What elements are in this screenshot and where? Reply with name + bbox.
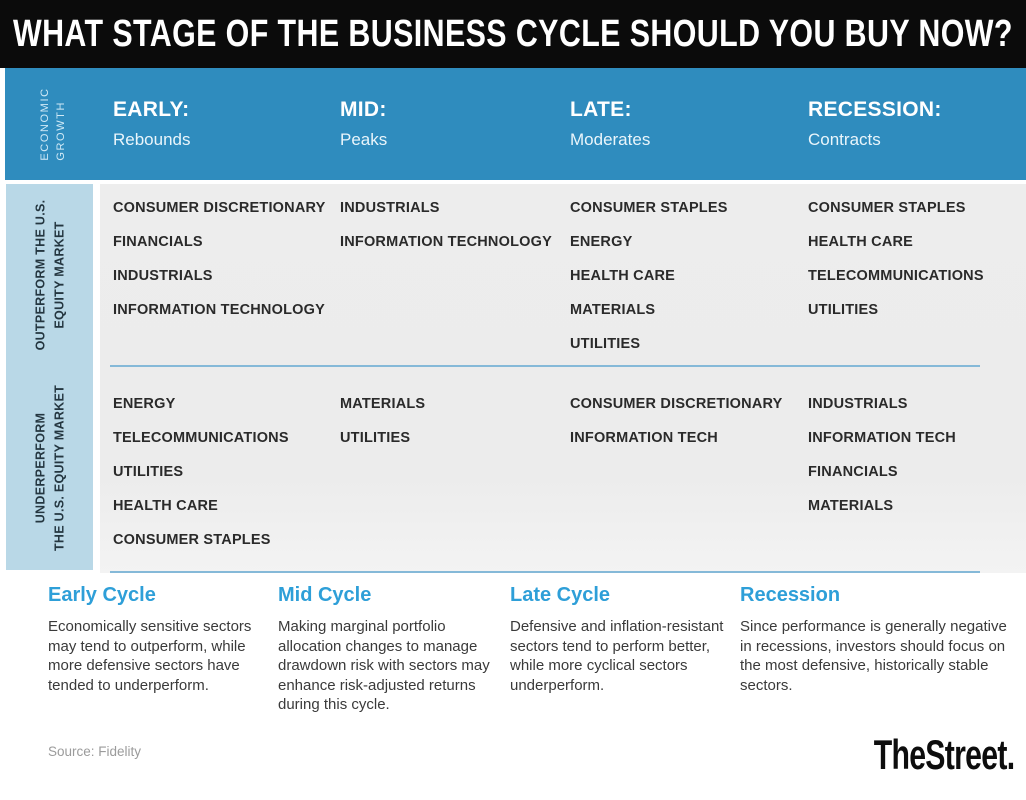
note-early-cycle: Early Cycle Economically sensitive secto… bbox=[48, 584, 268, 695]
title-bar: WHAT STAGE OF THE BUSINESS CYCLE SHOULD … bbox=[0, 0, 1026, 68]
outperform-early-sectors: CONSUMER DISCRETIONARY FINANCIALS INDUSTRI… bbox=[113, 200, 343, 336]
outperform-recession-sectors: CONSUMER STAPLES HEALTH CARE TELECOMMUNICA… bbox=[808, 200, 1026, 336]
economic-growth-axis: ECONOMIC GROWTH bbox=[8, 68, 100, 180]
note-text: Economically sensitive sectors may tend … bbox=[48, 618, 252, 694]
sector-item: HEALTH CARE bbox=[570, 268, 676, 284]
sector-item: INFORMATION TECHNOLOGY bbox=[113, 302, 325, 318]
note-text: Since performance is generally negative … bbox=[740, 618, 1007, 694]
note-text: Making marginal portfolio allocation cha… bbox=[278, 618, 490, 713]
stage-behavior: Rebounds bbox=[113, 130, 191, 149]
underperform-recession-sectors: INDUSTRIALS INFORMATION TECH FINANCIALS MAT… bbox=[808, 396, 1026, 532]
sector-item: ENERGY bbox=[113, 396, 176, 412]
sector-item: UTILITIES bbox=[113, 464, 184, 480]
underperform-late-sectors: CONSUMER DISCRETIONARY INFORMATION TECH bbox=[570, 396, 800, 464]
economic-growth-label: ECONOMIC GROWTH bbox=[39, 87, 67, 161]
stage-behavior: Peaks bbox=[340, 130, 388, 149]
stage-name: MID: bbox=[340, 98, 387, 121]
sector-item: FINANCIALS bbox=[808, 464, 898, 480]
outperform-row-label: OUTPERFORM THE U.S. EQUITY MARKET bbox=[32, 199, 66, 351]
note-late-cycle: Late Cycle Defensive and inflation-resis… bbox=[510, 584, 742, 695]
underperform-mid-sectors: MATERIALS UTILITIES bbox=[340, 396, 570, 464]
note-text: Defensive and inflation-resistant sector… bbox=[510, 618, 724, 694]
sector-item: HEALTH CARE bbox=[808, 234, 914, 250]
sector-item: MATERIALS bbox=[570, 302, 656, 318]
sector-item: HEALTH CARE bbox=[113, 498, 219, 514]
sector-item: CONSUMER DISCRETIONARY bbox=[113, 200, 326, 216]
sector-item: MATERIALS bbox=[808, 498, 894, 514]
page-title: WHAT STAGE OF THE BUSINESS CYCLE SHOULD … bbox=[13, 12, 1013, 55]
source-attribution: Source: Fidelity bbox=[48, 744, 142, 759]
sector-item: INFORMATION TECHNOLOGY bbox=[340, 234, 552, 250]
sector-item: CONSUMER STAPLES bbox=[570, 200, 728, 216]
stage-header-early: EARLY: Rebounds bbox=[113, 98, 191, 150]
sector-item: TELECOMMUNICATIONS bbox=[808, 268, 984, 284]
stage-behavior: Moderates bbox=[570, 130, 651, 149]
note-mid-cycle: Mid Cycle Making marginal portfolio allo… bbox=[278, 584, 504, 715]
sector-item: UTILITIES bbox=[808, 302, 879, 318]
sector-item: TELECOMMUNICATIONS bbox=[113, 430, 289, 446]
sector-item: CONSUMER DISCRETIONARY bbox=[570, 396, 783, 412]
note-title: Recession bbox=[740, 584, 841, 606]
sector-item: FINANCIALS bbox=[113, 234, 203, 250]
sector-item: INFORMATION TECH bbox=[570, 430, 718, 446]
outperform-late-sectors: CONSUMER STAPLES ENERGY HEALTH CARE MATERIA… bbox=[570, 200, 800, 370]
stage-name: LATE: bbox=[570, 98, 632, 121]
sector-item: INFORMATION TECH bbox=[808, 430, 956, 446]
sector-item: UTILITIES bbox=[570, 336, 641, 352]
sector-item: MATERIALS bbox=[340, 396, 426, 412]
bottom-divider-line bbox=[110, 571, 980, 573]
sector-item: CONSUMER STAPLES bbox=[808, 200, 966, 216]
sector-item: INDUSTRIALS bbox=[113, 268, 213, 284]
sector-item: ENERGY bbox=[570, 234, 633, 250]
stage-header-late: LATE: Moderates bbox=[570, 98, 650, 150]
underperform-row-label: UNDERPERFORM THE U.S. EQUITY MARKET bbox=[32, 384, 66, 552]
thestreet-logo: TheStreet. bbox=[873, 731, 1014, 778]
stage-header-recession: RECESSION: Contracts bbox=[808, 98, 942, 150]
sector-item: UTILITIES bbox=[340, 430, 411, 446]
row-label-sidebar: OUTPERFORM THE U.S. EQUITY MARKET UNDERP… bbox=[6, 184, 93, 570]
underperform-early-sectors: ENERGY TELECOMMUNICATIONS UTILITIES HEALTH … bbox=[113, 396, 343, 566]
stage-header-band: ECONOMIC GROWTH EARLY: Rebounds MID: Pea… bbox=[5, 68, 1026, 180]
note-title: Mid Cycle bbox=[278, 584, 372, 606]
sector-item: INDUSTRIALS bbox=[340, 200, 440, 216]
outperform-mid-sectors: INDUSTRIALS INFORMATION TECHNOLOGY bbox=[340, 200, 570, 268]
sector-item: INDUSTRIALS bbox=[808, 396, 908, 412]
stage-name: EARLY: bbox=[113, 98, 190, 121]
stage-header-mid: MID: Peaks bbox=[340, 98, 387, 150]
note-title: Early Cycle bbox=[48, 584, 156, 606]
note-title: Late Cycle bbox=[510, 584, 611, 606]
note-recession: Recession Since performance is generally… bbox=[740, 584, 1012, 695]
sector-grid-background bbox=[100, 184, 1026, 573]
sector-item: CONSUMER STAPLES bbox=[113, 532, 271, 548]
row-divider-line bbox=[110, 365, 980, 367]
stage-name: RECESSION: bbox=[808, 98, 942, 121]
stage-behavior: Contracts bbox=[808, 130, 881, 149]
